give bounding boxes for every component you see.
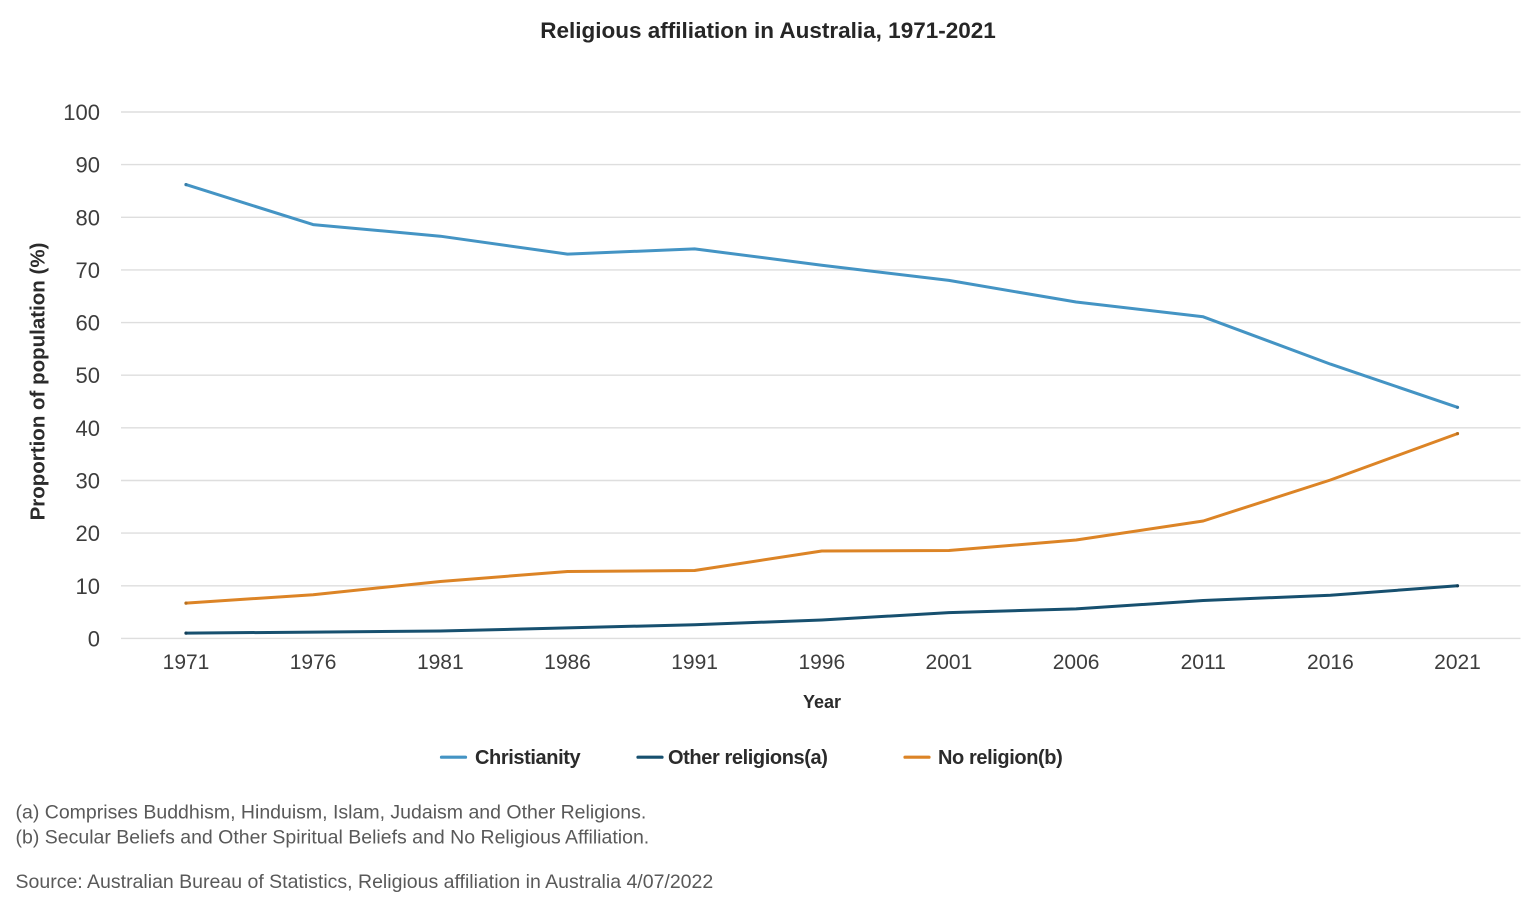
svg-text:(a) Comprises Buddhism, Hindui: (a) Comprises Buddhism, Hinduism, Islam,… [16,802,647,824]
svg-text:2001: 2001 [926,651,973,674]
svg-text:No religion(b): No religion(b) [938,747,1062,769]
svg-text:30: 30 [76,469,100,494]
svg-text:1971: 1971 [163,651,210,674]
svg-text:40: 40 [76,416,100,441]
svg-text:20: 20 [76,521,100,546]
svg-text:1981: 1981 [417,651,464,674]
svg-text:2016: 2016 [1307,651,1354,674]
svg-text:Source: Australian Bureau of S: Source: Australian Bureau of Statistics,… [16,871,714,893]
svg-text:2011: 2011 [1181,651,1226,674]
svg-text:10: 10 [76,574,100,599]
svg-text:1991: 1991 [671,651,718,674]
svg-text:(b) Secular Beliefs and Other: (b) Secular Beliefs and Other Spiritual … [16,827,650,849]
svg-text:Other religions(a): Other religions(a) [668,747,828,769]
svg-text:2021: 2021 [1434,651,1481,674]
svg-text:Proportion of population (%): Proportion of population (%) [27,243,50,521]
svg-text:1976: 1976 [290,651,337,674]
svg-text:60: 60 [76,311,100,336]
svg-text:2006: 2006 [1053,651,1100,674]
svg-text:1986: 1986 [544,651,591,674]
svg-text:50: 50 [76,363,100,388]
svg-text:80: 80 [76,205,100,230]
svg-text:90: 90 [76,153,100,178]
svg-text:Christianity: Christianity [475,747,581,769]
svg-text:0: 0 [88,626,100,651]
svg-text:1996: 1996 [798,651,845,674]
svg-text:70: 70 [76,258,100,283]
svg-text:Religious affiliation in Austr: Religious affiliation in Australia, 1971… [540,18,996,43]
svg-text:100: 100 [63,100,100,125]
svg-text:Year: Year [803,692,841,712]
